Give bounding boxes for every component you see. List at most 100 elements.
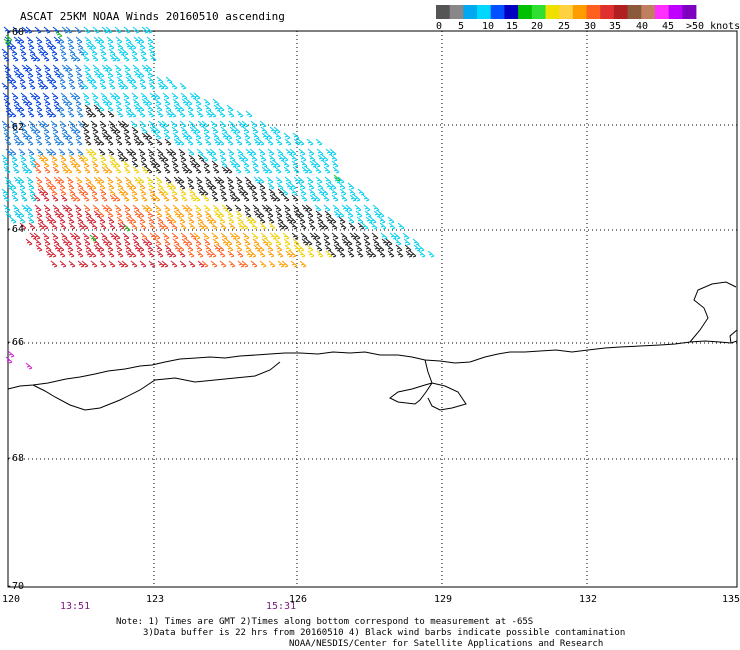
wind-barb: [140, 92, 148, 100]
wind-barb: [75, 70, 83, 78]
wind-barb: [155, 138, 163, 146]
wind-barb: [245, 148, 253, 156]
wind-barb: [148, 154, 156, 162]
wind-barb: [131, 92, 139, 100]
legend-label: 0: [436, 21, 443, 32]
wind-barb: [285, 182, 293, 190]
wind-barb: [61, 98, 69, 106]
legend-swatch: [463, 5, 478, 19]
wind-barb: [181, 238, 189, 246]
wind-barb: [181, 98, 189, 106]
wind-barb: [132, 26, 140, 34]
wind-barb: [154, 166, 162, 174]
wind-barb: [49, 110, 57, 118]
note-line-3: NOAA/NESDIS/Center for Satellite Applica…: [289, 639, 604, 649]
wind-barb: [154, 238, 162, 246]
wind-barb: [44, 210, 52, 218]
wind-barb: [157, 188, 165, 196]
wind-barb: [337, 244, 345, 252]
wind-barb: [12, 132, 20, 140]
wind-barb: [75, 176, 83, 184]
wind-barb: [202, 194, 210, 202]
wind-barb: [252, 238, 260, 246]
wind-barb: [44, 36, 52, 44]
wind-barb: [65, 26, 73, 34]
wind-barb: [115, 138, 123, 146]
wind-barb: [341, 204, 349, 212]
wind-barb: [266, 176, 274, 184]
wind-barb: [3, 132, 11, 140]
wind-barb: [267, 250, 275, 258]
wind-barb: [258, 182, 266, 190]
wind-barb: [132, 166, 140, 174]
wind-barb: [113, 160, 121, 168]
wind-barb: [213, 176, 221, 184]
legend-swatch: [613, 5, 628, 19]
wind-barb: [73, 126, 81, 134]
wind-barb: [281, 222, 289, 230]
wind-barb: [121, 154, 129, 162]
wind-barb: [189, 126, 197, 134]
wind-barb: [97, 210, 105, 218]
wind-barb: [386, 244, 394, 252]
wind-barb: [92, 26, 100, 34]
wind-barb: [148, 120, 156, 128]
wind-barb: [115, 104, 123, 112]
wind-barb: [106, 104, 114, 112]
wind-barb: [220, 194, 228, 202]
wind-barb: [92, 204, 100, 212]
wind-barb: [41, 154, 49, 162]
wind-barb: [58, 148, 66, 156]
wind-barb: [52, 98, 60, 106]
wind-barb: [185, 204, 193, 212]
wind-barb: [93, 104, 101, 112]
wind-barb: [100, 54, 108, 62]
wind-barb: [163, 204, 171, 212]
wind-barb: [25, 362, 33, 370]
wind-barb: [316, 216, 324, 224]
wind-barb: [34, 26, 42, 34]
wind-barb: [12, 64, 20, 72]
wind-barb: [293, 210, 301, 218]
wind-barb: [330, 154, 338, 162]
wind-barb: [19, 222, 27, 230]
wind-barb: [29, 126, 37, 134]
wind-barb: [165, 76, 173, 84]
wind-barb: [157, 222, 165, 230]
wind-barb: [11, 126, 19, 134]
wind-barb: [253, 244, 261, 252]
wind-barb: [281, 154, 289, 162]
wind-barb: [387, 216, 395, 224]
wind-barb: [331, 194, 339, 202]
wind-barb: [97, 176, 105, 184]
wind-barb: [173, 138, 181, 146]
wind-barb: [44, 244, 52, 252]
wind-barb: [397, 222, 405, 230]
wind-barb: [220, 160, 228, 168]
wind-barb: [321, 222, 329, 230]
wind-barb: [244, 176, 252, 184]
wind-barb: [85, 42, 93, 50]
wind-barb: [82, 92, 90, 100]
wind-barb: [19, 48, 27, 56]
wind-barb: [337, 176, 345, 184]
wind-barb: [3, 38, 11, 46]
wind-barb: [37, 222, 45, 230]
wind-barb: [234, 166, 242, 174]
wind-barb: [123, 132, 131, 140]
wind-barb: [83, 132, 91, 140]
wind-barb: [147, 182, 155, 190]
wind-barb: [77, 48, 85, 56]
wind-barb: [180, 160, 188, 168]
wind-barb: [172, 132, 180, 140]
wind-barb: [338, 216, 346, 224]
wind-barb: [106, 210, 114, 218]
wind-barb: [108, 120, 116, 128]
wind-barb: [219, 222, 227, 230]
wind-barb: [21, 64, 29, 72]
wind-barb: [201, 222, 209, 230]
wind-barb: [65, 204, 73, 212]
wind-barb: [34, 166, 42, 174]
wind-barb: [93, 70, 101, 78]
wind-barb: [268, 154, 276, 162]
